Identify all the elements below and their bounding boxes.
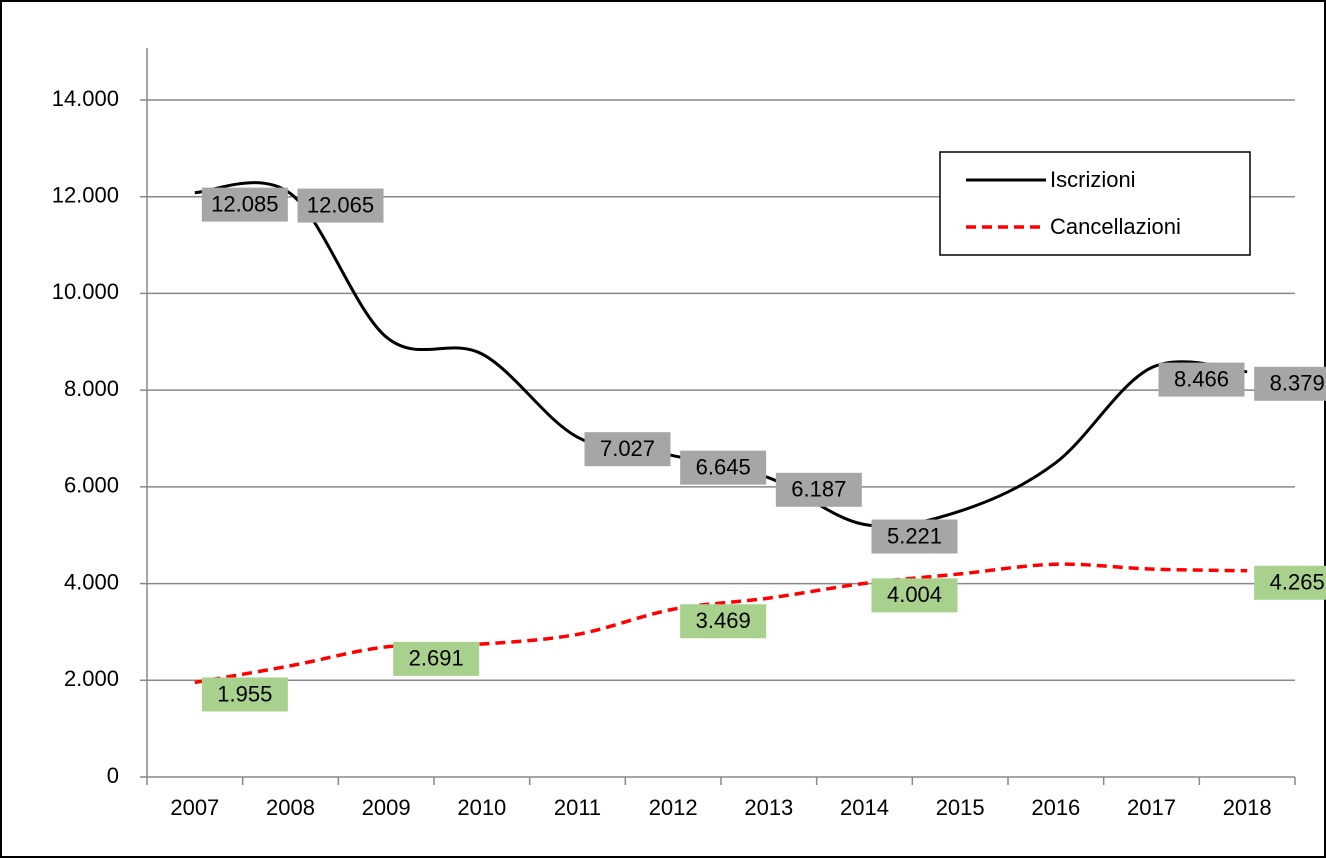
y-tick-label: 12.000 bbox=[52, 183, 119, 208]
data-label: 4.265 bbox=[1254, 565, 1326, 600]
x-tick-label: 2011 bbox=[554, 795, 601, 820]
data-label-text: 12.085 bbox=[211, 191, 278, 216]
x-tick-label: 2012 bbox=[649, 795, 698, 820]
x-tick-label: 2008 bbox=[266, 795, 315, 820]
data-label-text: 6.645 bbox=[696, 454, 751, 479]
data-label-box bbox=[1254, 565, 1326, 600]
data-label-text: 1.955 bbox=[217, 681, 272, 706]
data-label-box bbox=[584, 432, 671, 467]
x-tick-label: 2017 bbox=[1127, 795, 1176, 820]
data-label: 6.645 bbox=[680, 450, 767, 485]
y-tick-label: 8.000 bbox=[64, 376, 119, 401]
y-tick-label: 4.000 bbox=[64, 569, 119, 594]
x-tick-label: 2007 bbox=[170, 795, 219, 820]
data-label-text: 5.221 bbox=[887, 523, 942, 548]
data-label-box bbox=[775, 472, 862, 507]
data-label: 2.691 bbox=[393, 641, 480, 676]
data-label-text: 6.187 bbox=[791, 477, 846, 502]
data-label-text: 12.065 bbox=[307, 192, 374, 217]
data-label-text: 4.004 bbox=[887, 582, 942, 607]
data-label: 3.469 bbox=[680, 604, 767, 639]
x-tick-label: 2009 bbox=[362, 795, 411, 820]
x-tick-label: 2010 bbox=[457, 795, 506, 820]
data-label: 8.379 bbox=[1254, 366, 1326, 401]
data-label-text: 8.466 bbox=[1174, 366, 1229, 391]
data-label-box bbox=[680, 450, 767, 485]
x-tick-label: 2015 bbox=[936, 795, 985, 820]
data-label: 5.221 bbox=[871, 519, 958, 554]
data-label-box bbox=[393, 641, 480, 676]
data-label-box bbox=[201, 187, 288, 222]
data-label-box bbox=[297, 188, 384, 223]
x-tick-label: 2018 bbox=[1223, 795, 1272, 820]
data-label: 8.466 bbox=[1158, 362, 1245, 397]
x-tick-label: 2014 bbox=[840, 795, 889, 820]
data-label-box bbox=[201, 677, 288, 712]
data-label-box bbox=[1158, 362, 1245, 397]
y-tick-label: 6.000 bbox=[64, 473, 119, 498]
legend-label: Iscrizioni bbox=[1050, 167, 1136, 192]
x-tick-label: 2013 bbox=[744, 795, 793, 820]
data-label: 12.085 bbox=[201, 187, 288, 222]
data-label: 12.065 bbox=[297, 188, 384, 223]
data-label-box bbox=[871, 578, 958, 613]
data-label-text: 3.469 bbox=[696, 608, 751, 633]
data-label-text: 2.691 bbox=[409, 646, 464, 671]
data-label: 1.955 bbox=[201, 677, 288, 712]
legend-box bbox=[939, 151, 1251, 256]
data-label-text: 4.265 bbox=[1270, 570, 1325, 595]
y-tick-label: 14.000 bbox=[52, 86, 119, 111]
data-label-box bbox=[871, 519, 958, 554]
legend-label: Cancellazioni bbox=[1050, 214, 1181, 239]
series-line bbox=[194, 562, 1248, 685]
data-label-text: 7.027 bbox=[600, 436, 655, 461]
y-tick-label: 0 bbox=[107, 763, 119, 788]
y-tick-label: 2.000 bbox=[64, 666, 119, 691]
y-tick-label: 10.000 bbox=[52, 279, 119, 304]
data-label: 6.187 bbox=[775, 472, 862, 507]
data-label: 4.004 bbox=[871, 578, 958, 613]
data-label-text: 8.379 bbox=[1270, 371, 1325, 396]
data-label: 7.027 bbox=[584, 432, 671, 467]
data-label-box bbox=[680, 604, 767, 639]
data-label-box bbox=[1254, 366, 1326, 401]
x-tick-label: 2016 bbox=[1031, 795, 1080, 820]
